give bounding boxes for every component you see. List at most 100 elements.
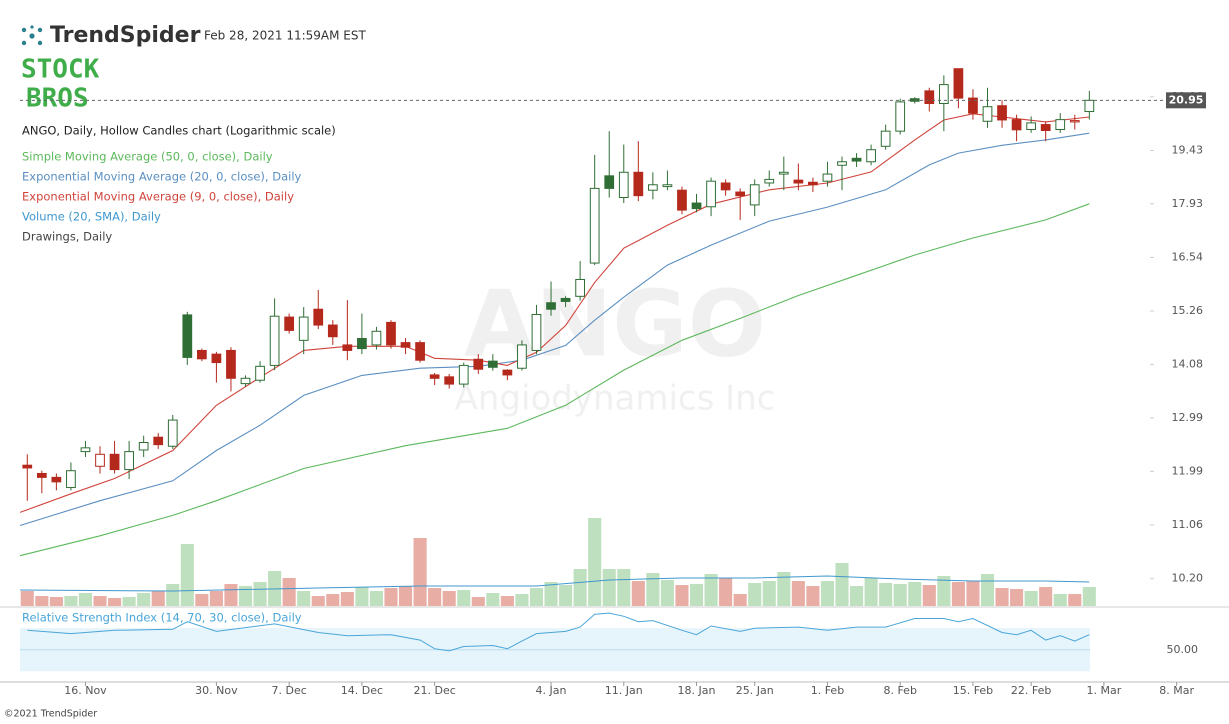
- rsi-line: [27, 612, 1090, 652]
- y-tick-label: 12.99: [1172, 411, 1204, 424]
- candle-body: [66, 470, 76, 489]
- volume-bar: [340, 592, 354, 606]
- timestamp: Feb 28, 2021 11:59AM EST: [204, 29, 366, 43]
- moving-average-line: [19, 132, 1090, 527]
- candle-body: [808, 181, 818, 186]
- volume-bar: [93, 596, 107, 606]
- volume-bar: [297, 591, 311, 606]
- candle-body: [822, 173, 833, 182]
- volume-bar: [689, 584, 704, 606]
- volume-bar: [471, 597, 485, 606]
- y-tick-label: 50.00: [1167, 643, 1199, 656]
- candle-body: [182, 314, 193, 358]
- volume-bar: [850, 586, 864, 606]
- legend-entry: Simple Moving Average (50, 0, close), Da…: [22, 150, 273, 164]
- volume-bar: [675, 585, 689, 606]
- footer: ©2021 TrendSpider: [4, 709, 97, 720]
- volume-bar: [791, 581, 805, 606]
- candle-body: [575, 278, 585, 297]
- volume-bar: [1068, 594, 1082, 606]
- candle-body: [866, 149, 876, 163]
- candle-body: [357, 338, 367, 350]
- candle-body: [778, 171, 789, 175]
- candle-body: [837, 161, 847, 166]
- x-tick-label: 4. Jan: [536, 684, 567, 697]
- candle-body: [560, 297, 571, 302]
- candle-body: [982, 106, 993, 122]
- candle-body: [589, 187, 600, 264]
- moving-average-line: [19, 113, 1090, 513]
- x-tick-label: 16. Nov: [64, 684, 107, 697]
- y-tick-label: 11.06: [1172, 518, 1204, 531]
- volume-bar: [500, 596, 514, 606]
- volume-bar: [355, 587, 369, 606]
- volume-bar: [457, 590, 471, 606]
- x-tick-label: 14. Dec: [341, 684, 383, 697]
- volume-bar: [617, 569, 631, 606]
- candle-body: [473, 358, 484, 370]
- volume-bar: [704, 574, 718, 606]
- candle-body: [226, 349, 236, 379]
- volume-bar: [733, 594, 747, 606]
- candle-body: [444, 376, 455, 385]
- x-tick-label: 22. Feb: [1011, 684, 1051, 697]
- volume-bar: [442, 591, 456, 606]
- candle-body: [851, 157, 862, 162]
- candle-body: [196, 349, 207, 360]
- y-tick-label: 10.20: [1172, 572, 1204, 585]
- candle-body: [371, 330, 382, 346]
- y-tick-label: 17.93: [1172, 197, 1204, 210]
- rsi-title: Relative Strength Index (14, 70, 30, clo…: [22, 611, 302, 625]
- candle-body: [735, 191, 746, 197]
- volume-bar: [602, 569, 616, 606]
- candle-body: [269, 315, 280, 366]
- candle-body: [968, 97, 978, 114]
- volume-bar: [544, 582, 558, 606]
- candle-body: [953, 68, 964, 99]
- volume-bar: [937, 576, 951, 606]
- candle-body: [429, 374, 440, 379]
- volume-bar: [922, 585, 936, 606]
- volume-bar: [559, 585, 573, 606]
- candle-body: [487, 360, 498, 368]
- candle-body: [749, 184, 760, 206]
- x-tick-label: 30. Nov: [195, 684, 238, 697]
- x-tick-label: 21. Dec: [413, 684, 455, 697]
- candle-body: [284, 316, 295, 331]
- x-tick-label: 1. Mar: [1087, 684, 1122, 697]
- logo-line: STOCK: [21, 55, 100, 85]
- candle-body: [677, 189, 687, 211]
- candle-body: [880, 130, 891, 147]
- volume-bar: [282, 578, 296, 606]
- volume-bar: [1024, 591, 1038, 606]
- candle-body: [80, 447, 91, 453]
- candle-body: [327, 324, 338, 338]
- candle-body: [1026, 122, 1037, 131]
- candle-body: [109, 453, 120, 471]
- chart-title: ANGO, Daily, Hollow Candles chart (Logar…: [22, 124, 336, 138]
- volume-bar: [195, 594, 209, 606]
- x-tick-label: 18. Jan: [678, 684, 716, 697]
- volume-bar: [515, 594, 529, 606]
- candle-body: [895, 101, 906, 132]
- candle-body: [36, 472, 47, 478]
- volume-bar: [369, 591, 383, 606]
- volume-bar: [762, 581, 776, 606]
- volume-bar: [573, 569, 587, 606]
- volume-bar: [209, 591, 223, 606]
- candle-body: [997, 105, 1007, 121]
- x-tick-label: 11. Jan: [605, 684, 643, 697]
- candle-body: [298, 316, 309, 341]
- candle-body: [502, 369, 513, 376]
- legend-entry: Drawings, Daily: [22, 230, 112, 244]
- moving-average-line: [19, 203, 1090, 557]
- candle-body: [1055, 119, 1066, 131]
- candle-body: [313, 308, 324, 326]
- volume-bar: [908, 582, 922, 606]
- volume-bar: [78, 593, 93, 606]
- volume-bar: [398, 586, 413, 606]
- legend-entry: Exponential Moving Average (20, 0, close…: [22, 170, 302, 184]
- candle-body: [240, 377, 251, 385]
- volume-bar: [879, 583, 893, 606]
